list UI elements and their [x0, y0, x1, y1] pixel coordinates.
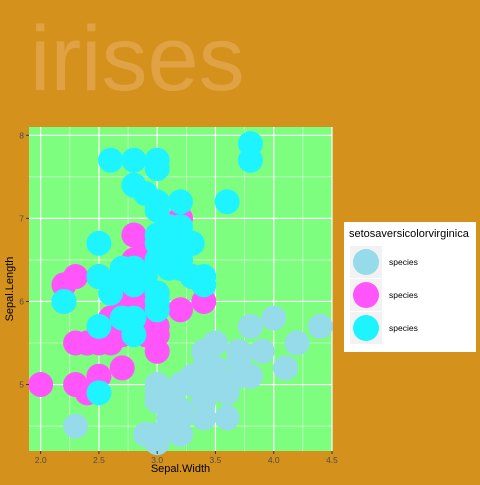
data-point-versicolor	[28, 372, 54, 398]
data-point-virginica	[121, 147, 147, 173]
data-point-virginica	[191, 272, 217, 298]
data-point-setosa	[261, 305, 287, 331]
data-point-versicolor	[63, 372, 89, 398]
data-point-virginica	[51, 288, 77, 314]
x-tick-label: 2.5	[93, 455, 105, 465]
data-point-virginica	[109, 305, 135, 331]
legend-key-setosa	[353, 249, 379, 275]
data-point-setosa	[63, 413, 89, 439]
y-tick-label: 8	[19, 130, 24, 140]
legend-keys: species species species	[350, 246, 418, 344]
legend-key-versicolor	[353, 282, 379, 308]
legend: setosaversicolorvirginica speciesspecies…	[344, 222, 476, 352]
legend-entry-label: species	[389, 257, 418, 267]
data-point-virginica	[86, 230, 112, 256]
data-point-setosa	[284, 330, 310, 356]
y-tick-label: 6	[19, 296, 24, 306]
data-point-versicolor	[121, 222, 147, 248]
x-tick-label: 3.5	[210, 455, 222, 465]
data-point-versicolor	[63, 264, 89, 290]
legend-entry-label: species	[389, 323, 418, 333]
legend-title: setosaversicolorvirginica	[349, 228, 470, 240]
x-axis-title: Sepal.Width	[151, 463, 210, 475]
data-point-versicolor	[168, 297, 193, 323]
data-points	[28, 131, 333, 456]
data-point-virginica	[144, 147, 170, 173]
data-point-setosa	[202, 372, 228, 398]
data-point-virginica	[86, 264, 112, 290]
data-point-setosa	[179, 372, 205, 398]
data-point-virginica	[237, 131, 263, 157]
x-tick-label: 2.0	[35, 455, 47, 465]
y-axis-ticks: 5 6 7 8	[19, 130, 29, 390]
data-point-virginica	[86, 380, 112, 406]
data-point-setosa	[237, 313, 263, 339]
data-point-virginica	[144, 247, 170, 273]
data-point-virginica	[98, 147, 124, 173]
data-point-virginica	[121, 172, 147, 198]
data-point-setosa	[307, 313, 333, 339]
data-point-virginica	[121, 264, 147, 290]
data-point-setosa	[226, 347, 252, 373]
data-point-setosa	[202, 330, 228, 356]
y-axis-title: Sepal.Length	[4, 257, 16, 322]
legend-key-virginica	[353, 315, 379, 341]
data-point-setosa	[214, 405, 240, 431]
data-point-virginica	[86, 313, 112, 339]
y-tick-label: 5	[19, 380, 24, 390]
x-tick-label: 4.5	[326, 455, 338, 465]
data-point-virginica	[179, 230, 205, 256]
data-point-setosa	[272, 355, 298, 381]
x-axis-ticks: 2.0 2.5 3.0 3.5 4.0 4.5	[35, 451, 338, 465]
data-point-setosa	[249, 338, 275, 364]
data-point-setosa	[168, 405, 193, 431]
x-tick-label: 3.0	[151, 455, 163, 465]
data-point-setosa	[144, 421, 170, 447]
chart-title: irises	[30, 8, 245, 110]
legend-entry-label: species	[389, 290, 418, 300]
data-point-virginica	[144, 297, 170, 323]
data-point-virginica	[168, 189, 193, 215]
x-tick-label: 4.0	[268, 455, 280, 465]
data-point-virginica	[214, 189, 240, 215]
data-point-versicolor	[109, 355, 135, 381]
data-point-setosa	[144, 388, 170, 414]
y-tick-label: 7	[19, 213, 24, 223]
data-point-virginica	[144, 189, 170, 215]
